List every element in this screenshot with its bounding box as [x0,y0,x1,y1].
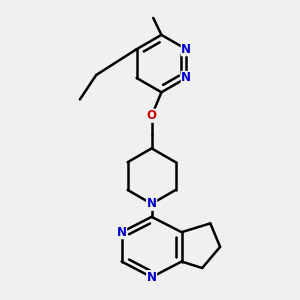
Text: N: N [181,71,191,84]
Text: N: N [147,271,157,284]
Text: N: N [147,197,157,210]
Text: N: N [181,43,191,56]
Text: O: O [147,109,157,122]
Text: N: N [117,226,127,239]
